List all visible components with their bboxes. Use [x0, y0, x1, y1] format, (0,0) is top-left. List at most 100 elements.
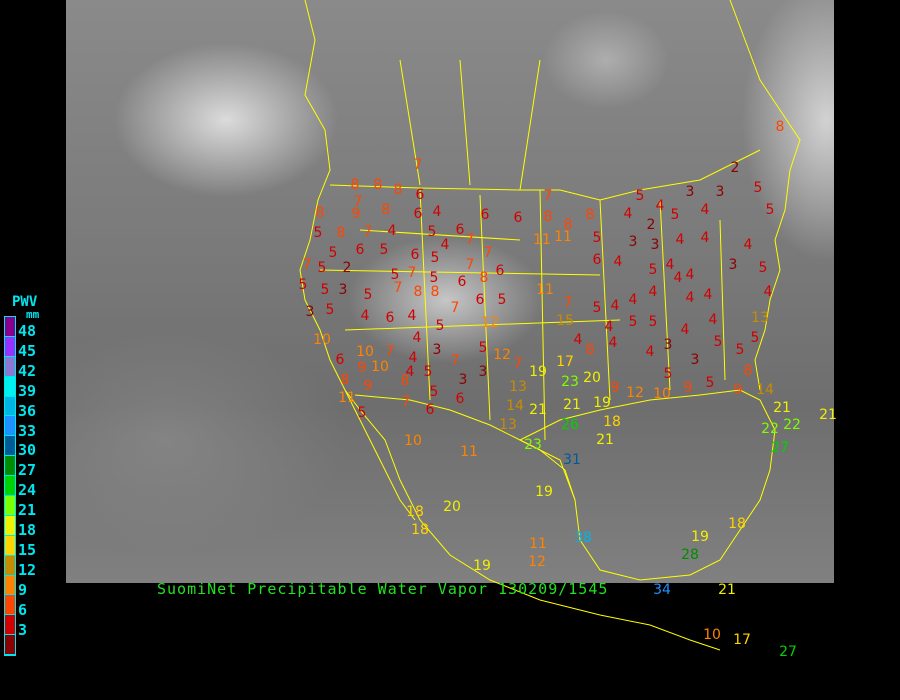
station-pwv-value: 3: [305, 304, 315, 320]
station-pwv-value: 8: [543, 209, 553, 225]
station-pwv-value: 4: [708, 312, 718, 328]
station-pwv-value: 10: [653, 386, 671, 402]
station-pwv-value: 8: [585, 342, 595, 358]
station-pwv-value: 2: [342, 260, 352, 276]
station-pwv-value: 27: [771, 440, 789, 456]
station-pwv-value: 11: [554, 229, 572, 245]
station-pwv-value: 2: [730, 160, 740, 176]
station-pwv-value: 8: [413, 284, 423, 300]
legend-swatch: [5, 615, 15, 636]
station-pwv-value: 4: [360, 308, 370, 324]
legend-swatch: [5, 376, 15, 397]
station-pwv-value: 3: [728, 257, 738, 273]
station-pwv-value: 7: [401, 394, 411, 410]
station-pwv-value: 5: [320, 282, 330, 298]
station-pwv-value: 4: [648, 284, 658, 300]
station-pwv-value: 23: [524, 437, 542, 453]
station-pwv-value: 3: [650, 237, 660, 253]
station-pwv-value: 7: [413, 157, 423, 173]
station-pwv-value: 12: [626, 385, 644, 401]
station-pwv-value: 7: [563, 295, 573, 311]
station-pwv-value: 11: [338, 390, 356, 406]
station-pwv-value: 15: [556, 313, 574, 329]
station-pwv-value: 9: [363, 378, 373, 394]
station-pwv-value: 6: [457, 274, 467, 290]
station-pwv-value: 5: [758, 260, 768, 276]
station-pwv-value: 6: [475, 292, 485, 308]
station-pwv-value: 4: [573, 332, 583, 348]
station-pwv-value: 4: [743, 237, 753, 253]
station-pwv-value: 8: [400, 373, 410, 389]
station-pwv-value: 4: [387, 223, 397, 239]
station-pwv-value: 10: [356, 344, 374, 360]
legend-swatch: [5, 496, 15, 516]
legend-swatch: [5, 575, 15, 596]
station-pwv-value: 8: [340, 372, 350, 388]
station-pwv-value: 6: [455, 391, 465, 407]
legend-swatch: [5, 336, 15, 357]
station-pwv-value: 8: [393, 182, 403, 198]
legend-swatch: [5, 436, 15, 457]
station-pwv-value: 4: [680, 322, 690, 338]
station-pwv-value: 5: [429, 384, 439, 400]
coastline-baja: [344, 389, 416, 521]
station-pwv-value: 19: [529, 364, 547, 380]
station-pwv-value: 31: [563, 452, 581, 468]
station-pwv-value: 7: [513, 356, 523, 372]
station-pwv-value: 7: [483, 245, 493, 261]
station-pwv-value: 6: [495, 263, 505, 279]
station-pwv-value: 9: [351, 206, 361, 222]
station-pwv-value: 8: [479, 270, 489, 286]
station-pwv-value: 4: [675, 232, 685, 248]
station-pwv-value: 21: [529, 402, 547, 418]
station-pwv-value: 3: [432, 342, 442, 358]
station-pwv-value: 5: [592, 230, 602, 246]
station-pwv-value: 4: [665, 257, 675, 273]
station-pwv-value: 6: [480, 207, 490, 223]
station-pwv-value: 6: [455, 222, 465, 238]
station-pwv-value: 5: [663, 366, 673, 382]
station-pwv-value: 8: [381, 202, 391, 218]
station-pwv-value: 20: [583, 370, 601, 386]
legend-tick-label: 24: [18, 481, 37, 500]
station-pwv-value: 4: [608, 335, 618, 351]
state-lines: [319, 59, 726, 441]
station-pwv-value: 4: [703, 287, 713, 303]
station-pwv-value: 13: [509, 379, 527, 395]
legend-swatch: [5, 456, 15, 477]
station-pwv-value: 5: [735, 342, 745, 358]
legend-tick-label: 39: [18, 381, 37, 400]
station-pwv-value: 12: [528, 554, 546, 570]
station-pwv-value: 4: [407, 308, 417, 324]
station-pwv-value: 6: [415, 187, 425, 203]
station-pwv-value: 5: [713, 334, 723, 350]
station-pwv-value: 12: [481, 315, 499, 331]
station-pwv-value: 6: [513, 210, 523, 226]
station-pwv-value: 3: [628, 234, 638, 250]
station-pwv-value: 8: [373, 177, 383, 193]
station-pwv-value: 3: [663, 337, 673, 353]
station-pwv-value: 20: [443, 499, 461, 515]
legend-swatch: [5, 515, 15, 536]
station-pwv-value: 10: [404, 433, 422, 449]
station-pwv-value: 19: [593, 395, 611, 411]
station-pwv-value: 8: [563, 217, 573, 233]
legend-swatch: [5, 356, 15, 377]
station-pwv-value: 7: [450, 300, 460, 316]
station-pwv-value: 17: [556, 354, 574, 370]
station-pwv-value: 5: [497, 292, 507, 308]
station-pwv-value: 3: [458, 372, 468, 388]
station-pwv-value: 21: [773, 400, 791, 416]
station-pwv-value: 23: [561, 374, 579, 390]
legend-tick-label: 36: [18, 401, 37, 420]
station-pwv-value: 5: [670, 207, 680, 223]
station-pwv-value: 18: [603, 414, 621, 430]
station-pwv-value: 5: [753, 180, 763, 196]
station-pwv-value: 21: [819, 407, 837, 423]
legend-swatch: [5, 317, 15, 337]
station-pwv-value: 3: [478, 364, 488, 380]
legend-swatch: [5, 416, 15, 437]
station-pwv-value: 7: [353, 194, 363, 210]
station-pwv-value: 4: [700, 230, 710, 246]
station-pwv-value: 6: [335, 352, 345, 368]
